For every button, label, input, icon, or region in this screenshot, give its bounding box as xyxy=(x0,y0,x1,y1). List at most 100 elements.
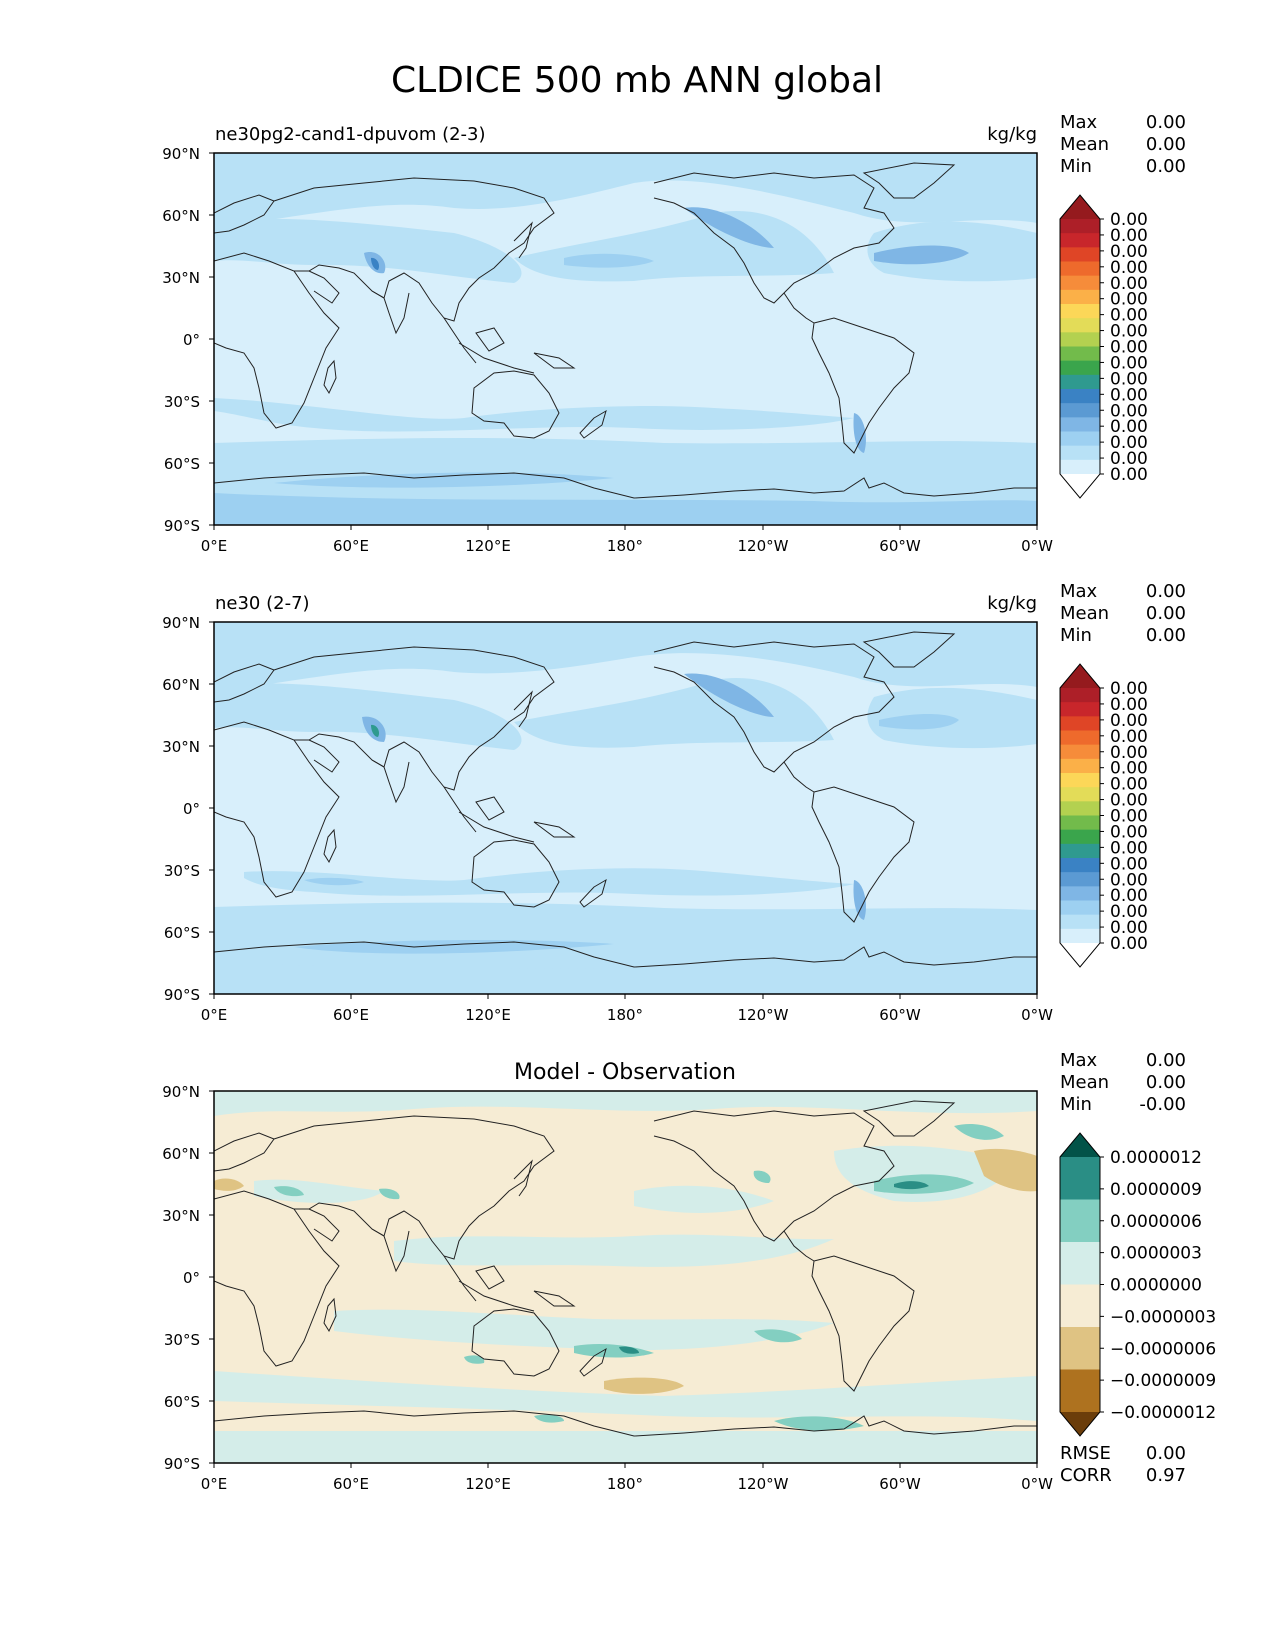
lon-tick-label: 120°E xyxy=(465,1006,511,1024)
coastline-antarctica xyxy=(214,472,1037,499)
colorbar-segment xyxy=(1060,829,1100,845)
coastline-australia xyxy=(471,1308,560,1377)
coastline-arabia xyxy=(308,739,340,773)
lon-tick-label: 0°E xyxy=(201,1006,228,1024)
coastline-arabia xyxy=(308,1208,340,1242)
lon-tick-label: 120°E xyxy=(465,537,511,555)
colorbar-segment xyxy=(1060,233,1100,248)
coastline-indonesia xyxy=(458,811,535,843)
stat-label-max: Max xyxy=(1060,581,1098,602)
map-area xyxy=(214,622,1037,994)
map-area xyxy=(214,1091,1037,1463)
stat-value-max: 0.00 xyxy=(1146,581,1186,602)
colorbar-segment xyxy=(1060,1157,1100,1201)
contour-band-midlat-south xyxy=(214,398,854,432)
coastline-india xyxy=(371,759,410,804)
lat-tick-label: 30°S xyxy=(164,393,200,411)
colorbar-segment xyxy=(1060,702,1100,717)
stat-value-mean: 0.00 xyxy=(1146,1072,1186,1093)
lon-tick-label: 60°W xyxy=(879,537,921,555)
panel-label-left: ne30pg2-cand1-dpuvom (2-3) xyxy=(215,124,486,145)
coastline-eurasia-north xyxy=(273,177,555,322)
colorbar-segment xyxy=(1060,403,1100,418)
contour-pos-antarctic-core xyxy=(774,1416,864,1431)
colorbar-segment xyxy=(1060,744,1100,760)
stat-value-min: 0.00 xyxy=(1146,625,1186,646)
colorbar-extend-min xyxy=(1060,1412,1100,1436)
coastline-arabia xyxy=(308,270,340,304)
contour-pos-asia xyxy=(254,1179,384,1203)
colorbar: 0.000.000.000.000.000.000.000.000.000.00… xyxy=(1059,663,1148,968)
panel-label-right: kg/kg xyxy=(987,124,1037,145)
colorbar-tick-label: −0.0000012 xyxy=(1110,1403,1216,1423)
panel-difference: Model - Observation xyxy=(162,1050,1216,1493)
contour-pos-south-indian xyxy=(334,1309,834,1351)
footer-label-rmse: RMSE xyxy=(1060,1443,1111,1464)
contour-band-midlat-south xyxy=(244,868,854,896)
coastline-antarctica xyxy=(214,941,1037,968)
colorbar-extend-max xyxy=(1060,664,1100,688)
colorbar-tick-label: 0.00 xyxy=(1110,679,1148,699)
colorbar-segment xyxy=(1060,275,1100,291)
colorbar-segment xyxy=(1060,247,1100,263)
colorbar-segment xyxy=(1060,304,1100,319)
colorbar-tick-label: 0.0000000 xyxy=(1110,1276,1202,1296)
coastline-japan xyxy=(513,690,533,728)
colorbar-tick-label: 0.00 xyxy=(1110,727,1148,747)
colorbar-segment xyxy=(1060,219,1100,234)
colorbar: −0.0000012 −0.0000009 −0.0000006 −0.0000003… xyxy=(1059,1132,1216,1437)
lon-tick-label: 60°E xyxy=(333,1475,369,1493)
stat-label-min: Min xyxy=(1060,1094,1092,1115)
lon-tick-label: 120°W xyxy=(738,1006,789,1024)
colorbar-tick-label: 0.00 xyxy=(1110,258,1148,278)
coastline-northamerica xyxy=(653,1110,895,1242)
stats-block: Max 0.00 Mean 0.00 Min 0.00 xyxy=(1060,581,1186,646)
contour-band-arctic xyxy=(214,622,1037,692)
stat-value-max: 0.00 xyxy=(1146,1050,1186,1071)
lat-axis: 90°N 60°N 30°N 0° 30°S 60°S 90°S xyxy=(162,614,214,1004)
colorbar-tick-label: 0.00 xyxy=(1110,417,1148,437)
coastline-centralamerica xyxy=(783,1230,815,1262)
coastline-madagascar xyxy=(323,828,337,864)
map-area xyxy=(214,153,1037,525)
footer-value-rmse: 0.00 xyxy=(1146,1443,1186,1464)
contour-neg-europe xyxy=(214,1178,244,1191)
colorbar-segment xyxy=(1060,858,1100,873)
colorbar-segment xyxy=(1060,459,1100,475)
colorbar-segment xyxy=(1060,914,1100,930)
contour-pos-tibet xyxy=(379,1188,400,1200)
coastline-newguinea xyxy=(533,352,576,369)
colorbar-tick-label: 0.00 xyxy=(1110,449,1148,469)
colorbar-segment xyxy=(1060,261,1100,277)
coastline-greenland xyxy=(862,631,956,668)
lat-tick-label: 60°S xyxy=(164,455,200,473)
lon-tick-label: 60°W xyxy=(879,1475,921,1493)
colorbar-segment xyxy=(1060,360,1100,376)
coastline-india xyxy=(371,290,410,335)
colorbar-tick-label: 0.00 xyxy=(1110,226,1148,246)
lat-tick-label: 0° xyxy=(183,331,200,349)
lat-tick-label: 30°S xyxy=(164,862,200,880)
coastline-madagascar xyxy=(323,1297,337,1333)
lon-tick-label: 0°E xyxy=(201,1475,228,1493)
lat-tick-label: 90°N xyxy=(162,1083,200,1101)
colorbar-segment xyxy=(1060,1369,1100,1413)
contour-fill-layer xyxy=(214,1091,1037,1463)
stat-value-min: -0.00 xyxy=(1139,1094,1186,1115)
lat-tick-label: 0° xyxy=(183,1269,200,1287)
colorbar-tick-label: 0.00 xyxy=(1110,902,1148,922)
contour-core-southern xyxy=(274,472,614,488)
lon-tick-label: 120°W xyxy=(738,537,789,555)
coastline-europe xyxy=(214,663,275,703)
colorbar-extend-max xyxy=(1060,195,1100,219)
contour-core-pacific xyxy=(564,253,654,268)
coastline-borneo xyxy=(475,327,505,352)
colorbar-tick-label: 0.0000003 xyxy=(1110,1244,1202,1264)
colorbar-tick-label: 0.00 xyxy=(1110,870,1148,890)
stat-label-max: Max xyxy=(1060,112,1098,133)
colorbar-segment xyxy=(1060,843,1100,859)
colorbar: 0.000.000.000.000.000.000.000.000.000.00… xyxy=(1059,194,1148,499)
contour-pos-southern xyxy=(214,1371,1037,1421)
coastline-newzealand xyxy=(579,878,607,908)
lon-tick-label: 60°W xyxy=(879,1006,921,1024)
